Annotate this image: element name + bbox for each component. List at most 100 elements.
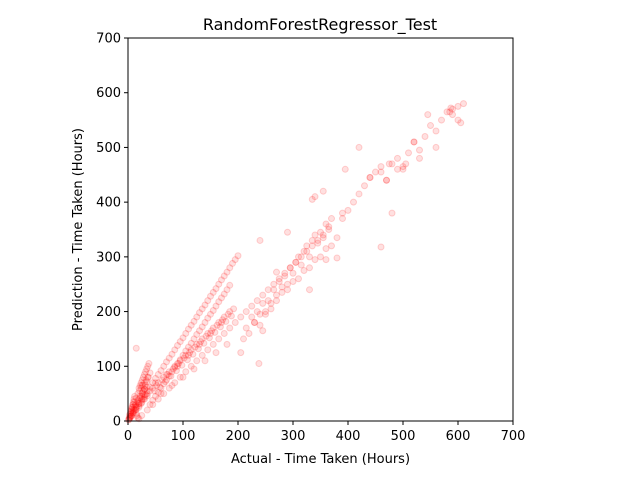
data-point — [141, 381, 149, 389]
y-tick-label: 100 — [96, 360, 121, 375]
x-tick-label: 300 — [281, 429, 306, 444]
data-point — [165, 384, 173, 392]
data-point — [383, 176, 390, 184]
data-point — [289, 269, 297, 277]
data-point — [230, 305, 238, 313]
data-point — [322, 256, 330, 264]
data-point — [128, 403, 136, 411]
data-point — [136, 387, 144, 395]
data-point — [145, 360, 153, 368]
data-point — [152, 392, 159, 400]
data-point — [215, 319, 223, 327]
data-point — [229, 259, 236, 267]
data-point — [339, 209, 346, 217]
data-point — [138, 376, 146, 384]
data-point — [231, 319, 239, 327]
x-tick-label: 400 — [336, 429, 361, 444]
data-point — [454, 102, 462, 110]
data-point — [141, 391, 148, 399]
data-point — [187, 362, 195, 370]
data-point — [328, 242, 335, 250]
x-axis-ticks: 0 100 200 300 400 500 600 700 — [124, 421, 525, 444]
data-point — [355, 190, 363, 198]
data-point — [134, 390, 142, 398]
data-point — [132, 403, 140, 411]
data-point — [240, 335, 247, 343]
data-point — [213, 321, 221, 329]
y-axis-title: Prediction - Time Taken (Hours) — [71, 128, 86, 331]
data-point — [193, 313, 201, 321]
plot-frame — [127, 37, 514, 422]
data-point — [175, 360, 183, 368]
data-point — [141, 385, 148, 393]
data-point — [179, 334, 187, 342]
data-point — [165, 368, 173, 376]
data-point — [185, 351, 192, 359]
data-point — [143, 390, 151, 398]
data-point — [270, 286, 278, 294]
data-point — [196, 340, 203, 348]
data-point — [143, 392, 151, 400]
data-point — [209, 324, 217, 332]
data-point — [322, 220, 330, 228]
data-point — [328, 215, 335, 223]
data-point — [215, 298, 223, 306]
data-point — [248, 313, 256, 321]
data-point — [289, 277, 297, 285]
data-point — [253, 308, 261, 316]
data-point — [427, 122, 434, 130]
data-point — [399, 165, 407, 173]
data-point — [132, 394, 140, 402]
data-point — [144, 373, 152, 381]
data-point — [306, 286, 313, 294]
data-point — [443, 108, 451, 116]
data-point — [153, 381, 161, 389]
data-point — [211, 328, 219, 336]
data-point — [133, 412, 141, 420]
data-point — [131, 402, 139, 410]
data-point — [339, 215, 346, 223]
data-point — [138, 390, 146, 398]
data-point — [142, 376, 150, 384]
data-point — [179, 373, 187, 381]
data-point — [183, 356, 191, 364]
data-point — [129, 409, 137, 417]
data-point — [300, 267, 308, 275]
data-point — [131, 406, 139, 414]
data-point — [292, 258, 300, 266]
data-point — [137, 379, 145, 387]
data-point — [259, 299, 267, 307]
data-point — [160, 362, 168, 370]
data-point — [273, 297, 280, 305]
data-point — [176, 373, 184, 381]
data-point — [344, 206, 352, 214]
data-point — [196, 327, 203, 335]
data-point — [136, 392, 144, 400]
data-point — [303, 242, 311, 250]
data-point — [432, 127, 440, 135]
data-point — [141, 395, 148, 403]
data-point — [248, 302, 256, 310]
data-point — [325, 223, 333, 231]
data-point — [421, 132, 429, 140]
data-point — [174, 360, 181, 368]
data-point — [306, 264, 313, 272]
data-point — [168, 368, 176, 376]
data-point — [278, 283, 286, 291]
x-tick-label: 600 — [446, 429, 471, 444]
data-point — [284, 228, 291, 236]
data-point — [156, 383, 164, 391]
data-point — [132, 405, 140, 413]
data-point — [139, 387, 147, 395]
data-point — [176, 357, 184, 365]
data-point — [209, 340, 217, 348]
data-point — [399, 163, 407, 171]
data-point — [205, 334, 213, 342]
data-point — [432, 143, 440, 151]
x-tick-label: 100 — [171, 429, 196, 444]
data-point — [161, 378, 169, 386]
data-point — [259, 291, 267, 299]
data-point — [141, 370, 148, 378]
data-point — [383, 176, 390, 184]
